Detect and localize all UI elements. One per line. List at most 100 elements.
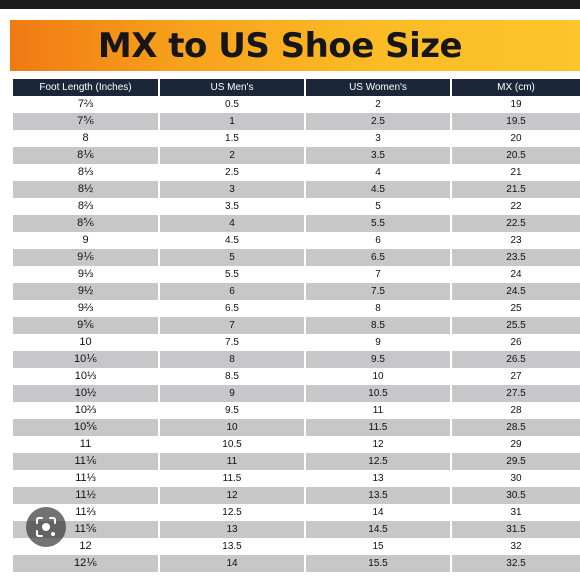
mx-cm-cell: 21 <box>451 164 580 181</box>
us-womens-cell: 3 <box>305 130 452 147</box>
table-row: 9½ 6 7.5 24.5 <box>13 283 580 300</box>
us-womens-cell: 4 <box>305 164 452 181</box>
foot-length-cell: 7⅚ <box>13 113 160 130</box>
foot-length-cell: 10⅚ <box>13 419 160 436</box>
mx-cm-cell: 19.5 <box>451 113 580 130</box>
title-banner: MX to US Shoe Size <box>10 20 580 71</box>
table-row: 7⅚ 1 2.5 19.5 <box>13 113 580 130</box>
us-mens-cell: 13 <box>159 521 306 538</box>
foot-length-cell: 9⅚ <box>13 317 160 334</box>
foot-length-cell: 12⅙ <box>13 555 160 572</box>
foot-length-cell: 11⅓ <box>13 470 160 487</box>
table-row: 8⅓ 2.5 4 21 <box>13 164 580 181</box>
table-row: 11⅙ 11 12.5 29.5 <box>13 453 580 470</box>
us-mens-cell: 6 <box>159 283 306 300</box>
us-womens-cell: 14 <box>305 504 452 521</box>
us-womens-cell: 11.5 <box>305 419 452 436</box>
us-mens-cell: 4.5 <box>159 232 306 249</box>
table-body: 7⅔ 0.5 2 19 7⅚ 1 2.5 19.5 8 1.5 3 20 8⅙ 2 3.5 20.5 8⅓ 2.5… <box>13 96 580 572</box>
mx-cm-cell: 30 <box>451 470 580 487</box>
mx-cm-cell: 32 <box>451 538 580 555</box>
us-mens-cell: 12.5 <box>159 504 306 521</box>
foot-length-cell: 8⅓ <box>13 164 160 181</box>
foot-length-cell: 8⅙ <box>13 147 160 164</box>
mx-cm-cell: 22 <box>451 198 580 215</box>
table-row: 10⅚ 10 11.5 28.5 <box>13 419 580 436</box>
us-womens-cell: 10 <box>305 368 452 385</box>
mx-cm-cell: 28.5 <box>451 419 580 436</box>
us-womens-cell: 5 <box>305 198 452 215</box>
table-row: 11 10.5 12 29 <box>13 436 580 453</box>
foot-length-cell: 10½ <box>13 385 160 402</box>
table-row: 12⅙ 14 15.5 32.5 <box>13 555 580 572</box>
mx-cm-cell: 20 <box>451 130 580 147</box>
mx-cm-cell: 27 <box>451 368 580 385</box>
us-womens-cell: 7 <box>305 266 452 283</box>
us-mens-cell: 11.5 <box>159 470 306 487</box>
camera-lens-glyph <box>36 517 56 537</box>
us-mens-cell: 14 <box>159 555 306 572</box>
mx-cm-cell: 23 <box>451 232 580 249</box>
foot-length-cell: 9⅓ <box>13 266 160 283</box>
table-row: 10 7.5 9 26 <box>13 334 580 351</box>
us-womens-cell: 12 <box>305 436 452 453</box>
mx-cm-cell: 19 <box>451 96 580 113</box>
foot-length-cell: 10⅔ <box>13 402 160 419</box>
us-mens-cell: 6.5 <box>159 300 306 317</box>
table-row: 12 13.5 15 32 <box>13 538 580 555</box>
table-row: 11½ 12 13.5 30.5 <box>13 487 580 504</box>
table-row: 11⅔ 12.5 14 31 <box>13 504 580 521</box>
us-mens-cell: 7.5 <box>159 334 306 351</box>
mx-cm-cell: 32.5 <box>451 555 580 572</box>
mx-cm-cell: 27.5 <box>451 385 580 402</box>
mx-cm-cell: 25.5 <box>451 317 580 334</box>
mx-cm-cell: 24 <box>451 266 580 283</box>
us-mens-cell: 9 <box>159 385 306 402</box>
mx-cm-cell: 31.5 <box>451 521 580 538</box>
foot-length-cell: 10⅙ <box>13 351 160 368</box>
us-womens-cell: 14.5 <box>305 521 452 538</box>
us-womens-cell: 8.5 <box>305 317 452 334</box>
us-womens-cell: 13 <box>305 470 452 487</box>
mx-cm-cell: 24.5 <box>451 283 580 300</box>
table-row: 8 1.5 3 20 <box>13 130 580 147</box>
us-mens-cell: 11 <box>159 453 306 470</box>
us-mens-cell: 3 <box>159 181 306 198</box>
us-mens-cell: 2 <box>159 147 306 164</box>
top-bar <box>0 0 580 9</box>
us-mens-cell: 13.5 <box>159 538 306 555</box>
us-womens-cell: 8 <box>305 300 452 317</box>
us-mens-cell: 1 <box>159 113 306 130</box>
us-womens-cell: 9 <box>305 334 452 351</box>
us-womens-cell: 11 <box>305 402 452 419</box>
mx-cm-cell: 29.5 <box>451 453 580 470</box>
table-row: 11⅓ 11.5 13 30 <box>13 470 580 487</box>
table-row: 8⅚ 4 5.5 22.5 <box>13 215 580 232</box>
mx-cm-cell: 26 <box>451 334 580 351</box>
column-header-foot-length: Foot Length (Inches) <box>13 79 160 96</box>
us-womens-cell: 4.5 <box>305 181 452 198</box>
mx-cm-cell: 31 <box>451 504 580 521</box>
us-womens-cell: 9.5 <box>305 351 452 368</box>
size-chart-table: Foot Length (Inches) US Men's US Women's… <box>13 79 580 572</box>
us-womens-cell: 2 <box>305 96 452 113</box>
us-womens-cell: 12.5 <box>305 453 452 470</box>
foot-length-cell: 9⅔ <box>13 300 160 317</box>
us-womens-cell: 7.5 <box>305 283 452 300</box>
lens-icon[interactable] <box>26 507 66 547</box>
us-womens-cell: 15 <box>305 538 452 555</box>
table-header-row: Foot Length (Inches) US Men's US Women's… <box>13 79 580 96</box>
table-row: 9⅔ 6.5 8 25 <box>13 300 580 317</box>
us-womens-cell: 10.5 <box>305 385 452 402</box>
us-mens-cell: 3.5 <box>159 198 306 215</box>
mx-cm-cell: 29 <box>451 436 580 453</box>
us-mens-cell: 10.5 <box>159 436 306 453</box>
table-row: 11⅚ 13 14.5 31.5 <box>13 521 580 538</box>
foot-length-cell: 9½ <box>13 283 160 300</box>
table-row: 9⅓ 5.5 7 24 <box>13 266 580 283</box>
mx-cm-cell: 30.5 <box>451 487 580 504</box>
table-row: 8½ 3 4.5 21.5 <box>13 181 580 198</box>
foot-length-cell: 8½ <box>13 181 160 198</box>
table-row: 10½ 9 10.5 27.5 <box>13 385 580 402</box>
table-row: 9⅚ 7 8.5 25.5 <box>13 317 580 334</box>
